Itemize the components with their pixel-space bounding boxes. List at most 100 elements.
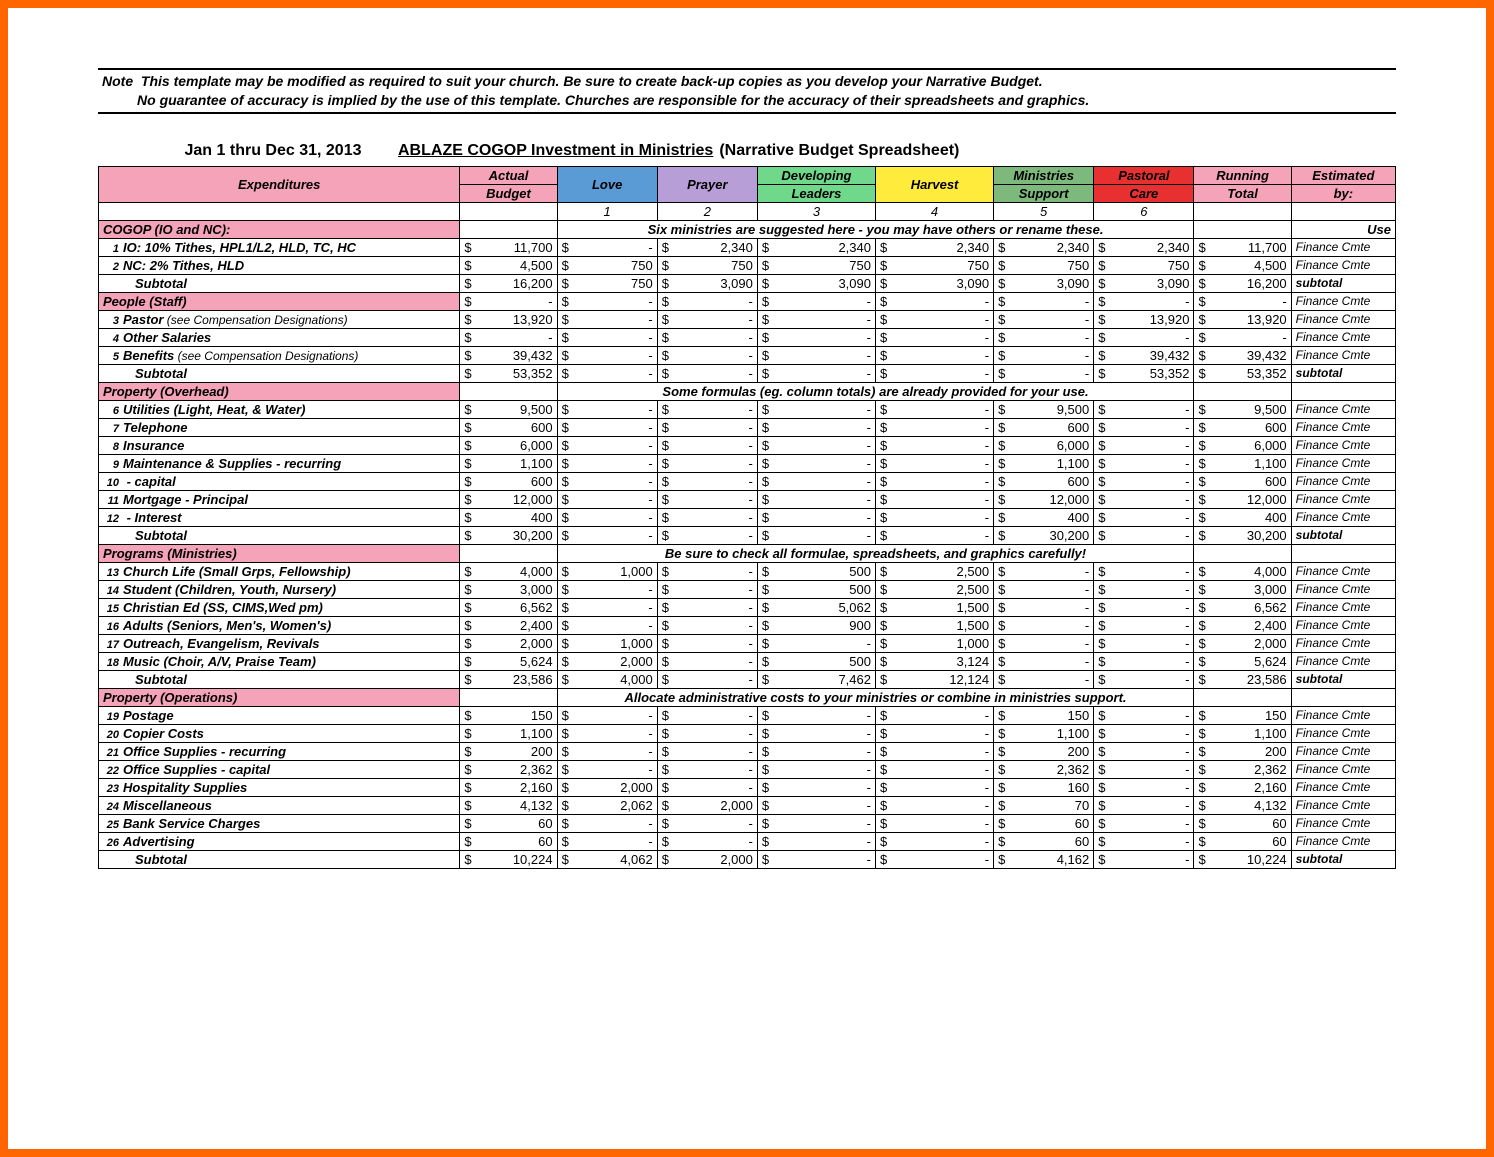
- row-desc: 17Outreach, Evangelism, Revivals: [99, 634, 460, 652]
- cell: $-: [994, 346, 1094, 364]
- cell: $12,000: [1194, 490, 1291, 508]
- cell: $-: [557, 238, 657, 256]
- subtotal-cell: $53,352: [1094, 364, 1194, 382]
- cell: $-: [875, 760, 993, 778]
- cell: $-: [657, 490, 757, 508]
- cell: $750: [1094, 256, 1194, 274]
- blank: [460, 220, 557, 238]
- cell: $2,340: [657, 238, 757, 256]
- cell: $-: [1094, 328, 1194, 346]
- cell: $39,432: [460, 346, 557, 364]
- cell: $-: [757, 346, 875, 364]
- hdr-budget: Budget: [460, 184, 557, 202]
- subtotal-cell: $30,200: [1194, 526, 1291, 544]
- subtotal-est: subtotal: [1291, 274, 1395, 292]
- cell: $9,500: [1194, 400, 1291, 418]
- cell: $-: [657, 508, 757, 526]
- cell: $-: [875, 706, 993, 724]
- cell: $2,340: [1094, 238, 1194, 256]
- row-desc: 20Copier Costs: [99, 724, 460, 742]
- cell: $200: [994, 742, 1094, 760]
- cell: $9,500: [994, 400, 1094, 418]
- row-desc: 22Office Supplies - capital: [99, 760, 460, 778]
- cell: $750: [657, 256, 757, 274]
- cell: $-: [1094, 760, 1194, 778]
- cell: $-: [994, 634, 1094, 652]
- est-cell: Finance Cmte: [1291, 292, 1395, 310]
- cell: $500: [757, 652, 875, 670]
- cell: $-: [557, 598, 657, 616]
- cell: $-: [557, 346, 657, 364]
- blank: [1194, 544, 1291, 562]
- cell: $2,362: [994, 760, 1094, 778]
- cell: $-: [657, 814, 757, 832]
- est-cell: Finance Cmte: [1291, 400, 1395, 418]
- hdr-expenditures: Expenditures: [99, 166, 460, 202]
- cell: $-: [1094, 634, 1194, 652]
- cell: $750: [994, 256, 1094, 274]
- subtotal-cell: $-: [1094, 526, 1194, 544]
- cell: $4,500: [1194, 256, 1291, 274]
- cell: $-: [875, 292, 993, 310]
- cell: $-: [1094, 724, 1194, 742]
- est-cell: Finance Cmte: [1291, 814, 1395, 832]
- cell: $900: [757, 616, 875, 634]
- cell: $-: [1094, 508, 1194, 526]
- cell: $2,340: [875, 238, 993, 256]
- blank: [1291, 544, 1395, 562]
- cell: $13,920: [1194, 310, 1291, 328]
- subtotal-est: subtotal: [1291, 526, 1395, 544]
- cell: $2,000: [657, 796, 757, 814]
- content: Note This template may be modified as re…: [98, 68, 1396, 869]
- est-cell: Finance Cmte: [1291, 724, 1395, 742]
- row-desc: 6Utilities (Light, Heat, & Water): [99, 400, 460, 418]
- cell: $-: [657, 742, 757, 760]
- cell: $-: [460, 292, 557, 310]
- cell: $-: [1094, 616, 1194, 634]
- note-line1: This template may be modified as require…: [141, 73, 1043, 89]
- est-cell: Finance Cmte: [1291, 562, 1395, 580]
- cell: $-: [875, 436, 993, 454]
- cell: $150: [460, 706, 557, 724]
- row-desc: 8Insurance: [99, 436, 460, 454]
- cell: $-: [557, 832, 657, 850]
- cell: $-: [657, 616, 757, 634]
- note-label: Note: [102, 73, 133, 89]
- cell: $2,062: [557, 796, 657, 814]
- section-info: Some formulas (eg. column totals) are al…: [557, 382, 1194, 400]
- blank: [460, 202, 557, 220]
- subtotal-cell: $7,462: [757, 670, 875, 688]
- est-cell: Finance Cmte: [1291, 490, 1395, 508]
- row-desc: 14Student (Children, Youth, Nursery): [99, 580, 460, 598]
- hdr-est1: Estimated: [1291, 166, 1395, 184]
- cell: $-: [757, 418, 875, 436]
- est-cell: Finance Cmte: [1291, 616, 1395, 634]
- est-cell: Finance Cmte: [1291, 508, 1395, 526]
- cell: $-: [557, 292, 657, 310]
- subtotal-cell: $-: [875, 850, 993, 868]
- cell: $-: [657, 724, 757, 742]
- row-desc: 3Pastor (see Compensation Designations): [99, 310, 460, 328]
- cell: $1,100: [994, 454, 1094, 472]
- cell: $2,000: [1194, 634, 1291, 652]
- cell: $1,100: [1194, 454, 1291, 472]
- subtotal-cell: $4,062: [557, 850, 657, 868]
- cell: $4,000: [460, 562, 557, 580]
- cell: $2,340: [757, 238, 875, 256]
- cell: $60: [994, 814, 1094, 832]
- cell: $600: [1194, 418, 1291, 436]
- cell: $400: [994, 508, 1094, 526]
- cell: $4,500: [460, 256, 557, 274]
- est-cell: Finance Cmte: [1291, 418, 1395, 436]
- blank: [1291, 688, 1395, 706]
- cell: $-: [657, 292, 757, 310]
- cell: $2,340: [994, 238, 1094, 256]
- subtotal-cell: $12,124: [875, 670, 993, 688]
- subtotal-label: Subtotal: [99, 526, 460, 544]
- cell: $60: [460, 832, 557, 850]
- subtotal-est: subtotal: [1291, 850, 1395, 868]
- cell: $-: [875, 454, 993, 472]
- blank: [1194, 382, 1291, 400]
- cell: $2,362: [460, 760, 557, 778]
- hdr-harvest: Harvest: [875, 166, 993, 202]
